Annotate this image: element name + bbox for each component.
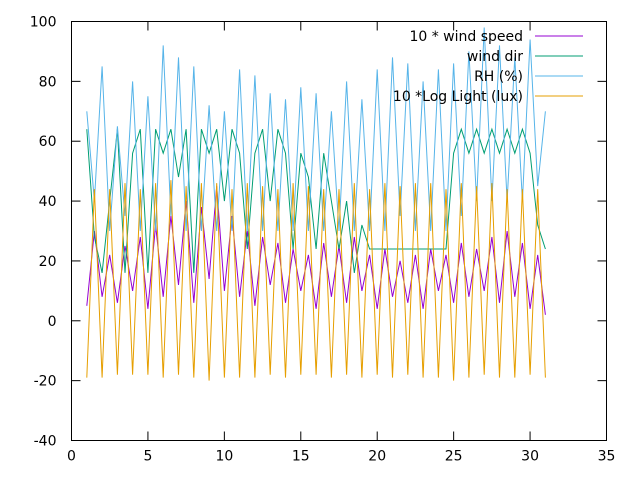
tick-layer: 0 5 10 15 20 25 30 35 -40 -20 0 20 40 60 80 100 <box>30 15 616 465</box>
series-line-1 <box>86 186 546 315</box>
legend-label-4: 10 *Log Light (lux) <box>393 89 523 105</box>
x-tick-label: 25 <box>445 449 463 465</box>
y-tick-label: 80 <box>39 74 57 90</box>
series-line-3 <box>86 27 546 232</box>
x-tick-label: 10 <box>215 449 233 465</box>
legend-label-1: 10 * wind speed <box>409 29 523 45</box>
y-tick-label: 100 <box>30 15 57 31</box>
x-tick-label: 0 <box>67 449 76 465</box>
x-tick-label: 20 <box>368 449 386 465</box>
y-tick-label: -20 <box>34 374 57 390</box>
x-tick-label: 15 <box>292 449 310 465</box>
series-layer <box>86 27 546 381</box>
series-line-2 <box>86 127 546 274</box>
y-tick-label: 40 <box>39 194 57 210</box>
y-tick-label: 0 <box>48 314 57 330</box>
y-tick-label: -40 <box>34 434 57 450</box>
legend: 10 * wind speed wind dir RH (%) 10 *Log Lig… <box>393 29 583 105</box>
y-tick-label: 60 <box>39 134 57 150</box>
x-tick-label: 5 <box>143 449 152 465</box>
y-tick-label: 20 <box>39 254 57 270</box>
legend-label-2: wind dir <box>467 49 523 65</box>
plot-frame <box>71 21 607 441</box>
legend-label-3: RH (%) <box>474 69 523 85</box>
x-tick-label: 30 <box>521 449 539 465</box>
series-line-4 <box>86 180 546 381</box>
x-tick-label: 35 <box>598 449 616 465</box>
